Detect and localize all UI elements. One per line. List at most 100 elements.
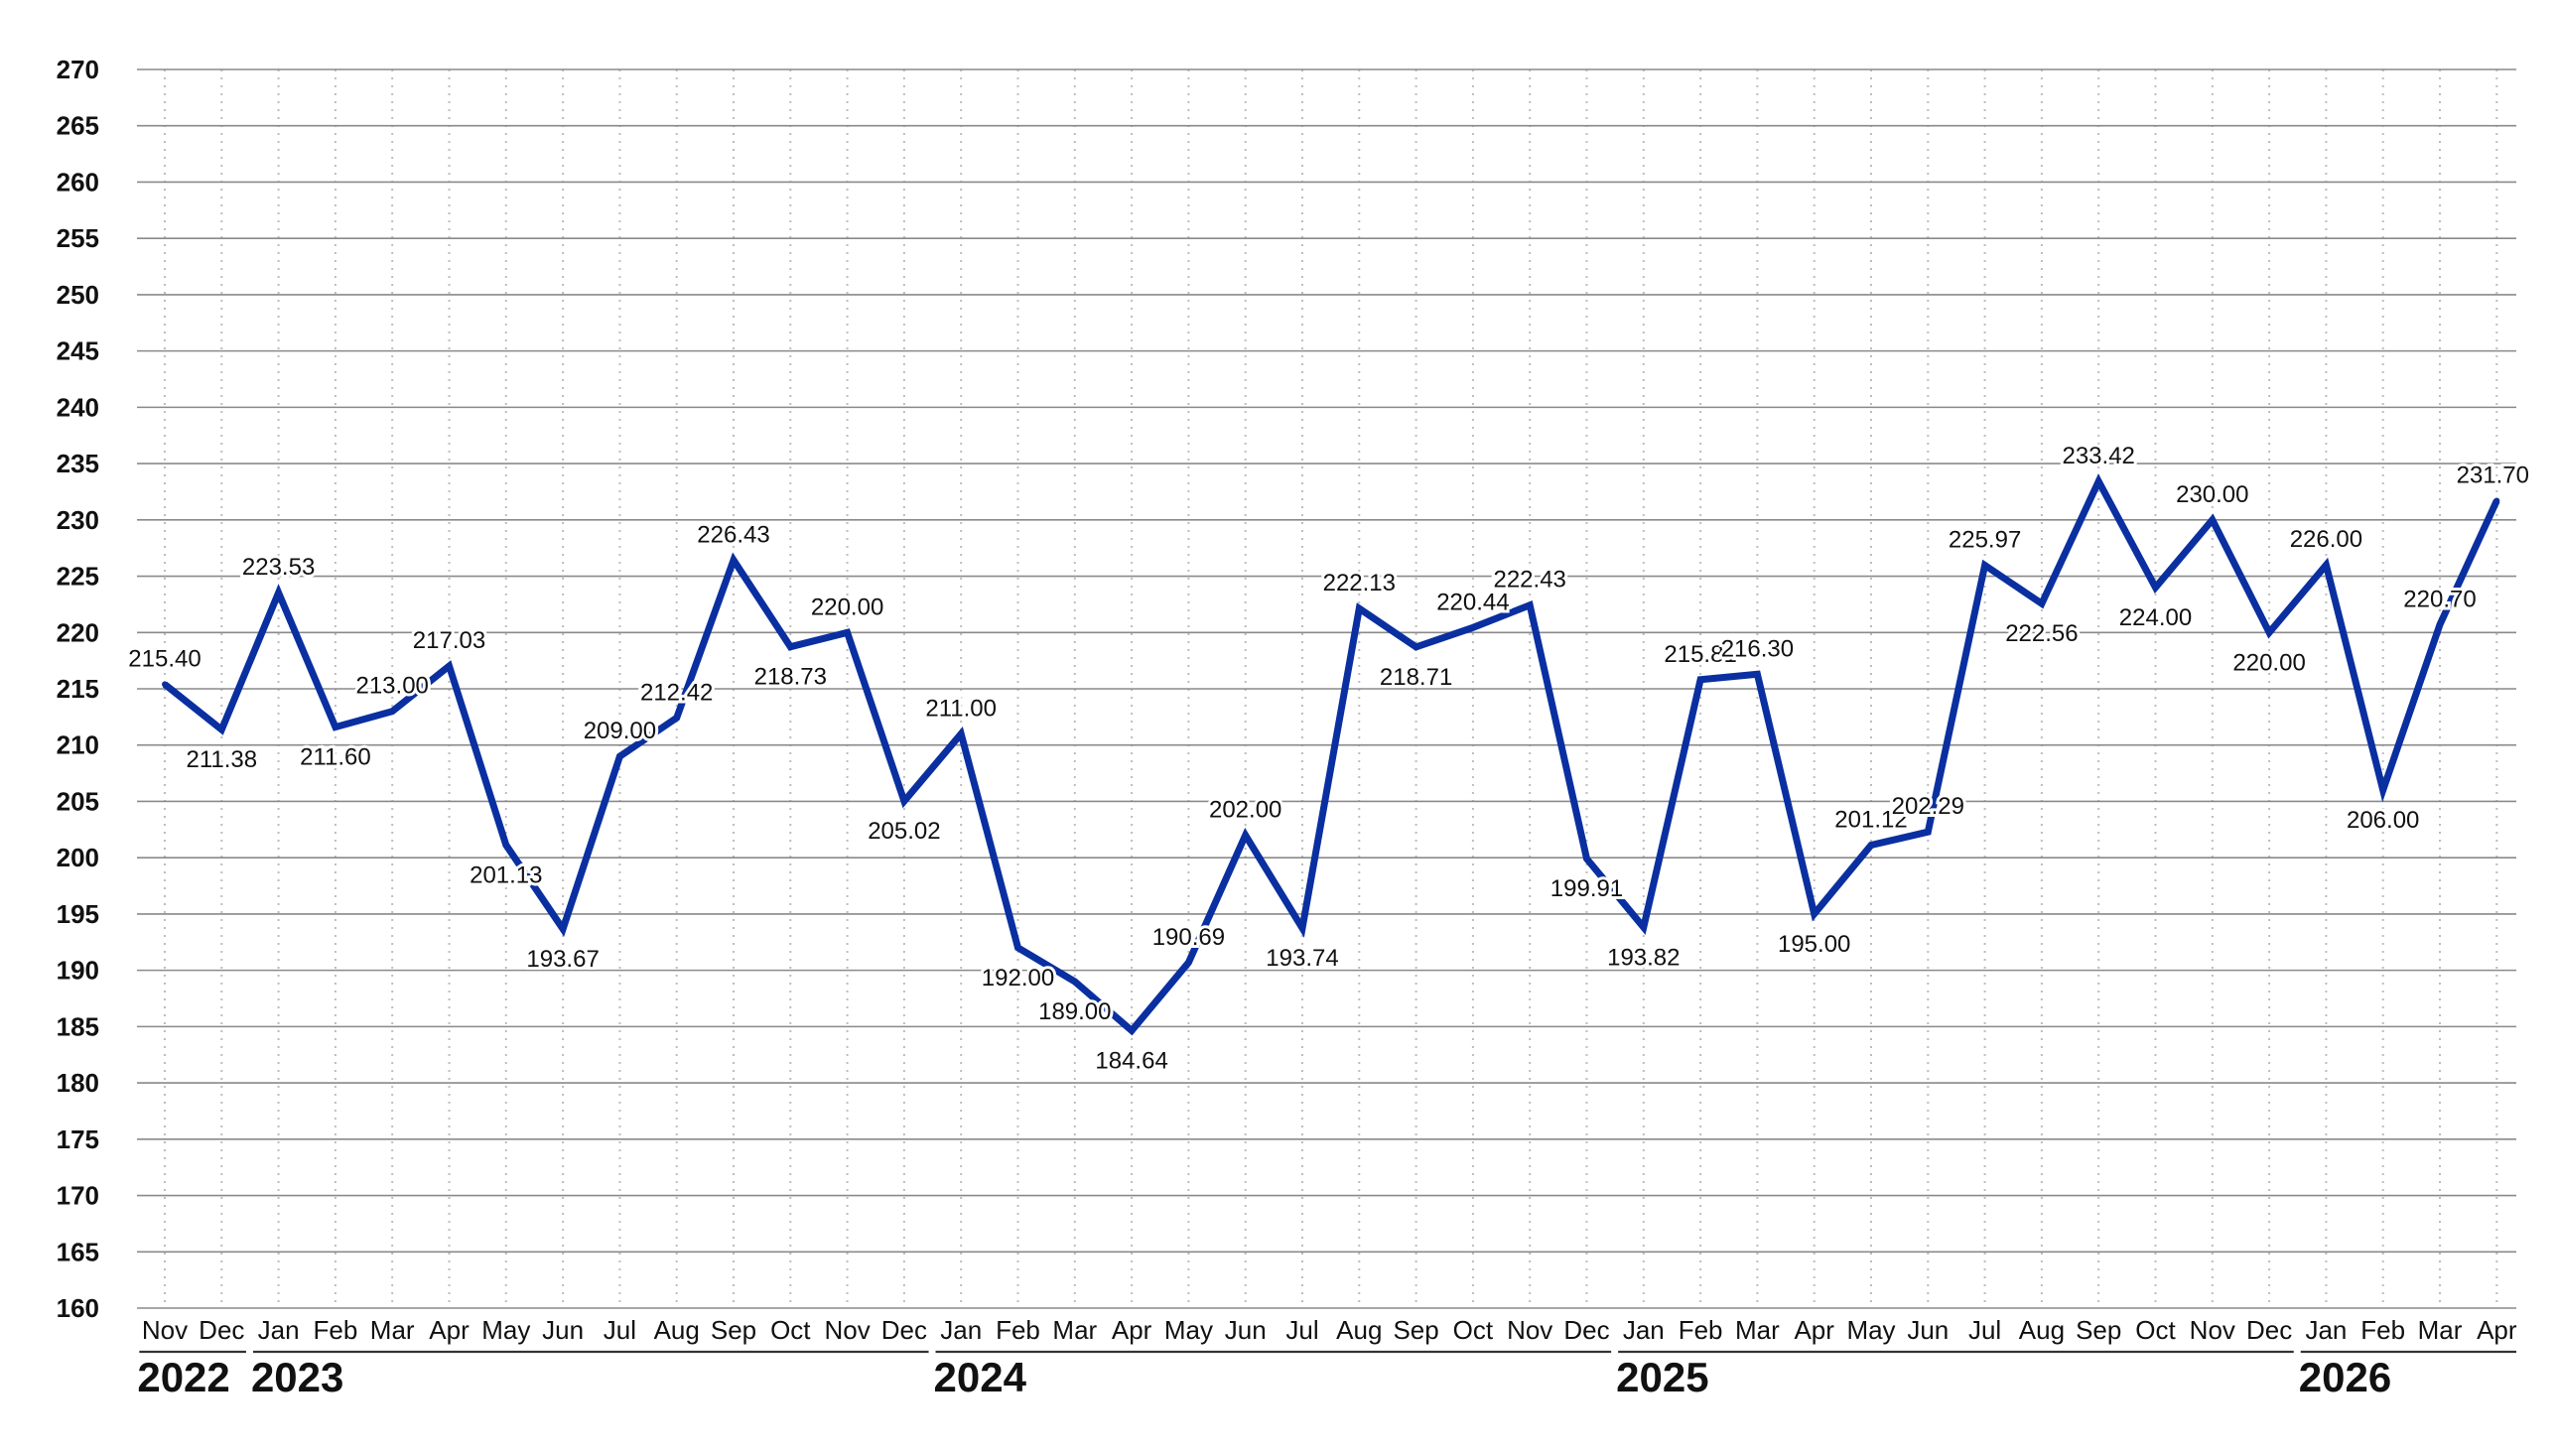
data-label: 230.00 (2176, 481, 2248, 508)
x-tick-label: Jun (1907, 1315, 1949, 1345)
x-tick-label: Sep (2076, 1315, 2121, 1345)
x-tick-label: Mar (1735, 1315, 1780, 1345)
data-point (1014, 944, 1021, 951)
grid-layer (137, 68, 2516, 1309)
data-point (275, 590, 282, 596)
data-point (2095, 478, 2102, 485)
data-point (1697, 676, 1704, 683)
year-label: 2024 (934, 1354, 1027, 1400)
y-tick-label: 255 (57, 223, 99, 253)
x-tick-label: Mar (2418, 1315, 2463, 1345)
data-point (1299, 925, 1305, 932)
data-point (218, 727, 225, 733)
y-tick-label: 210 (57, 730, 99, 760)
data-label: 201.12 (1834, 806, 1907, 833)
data-label: 224.00 (2119, 604, 2192, 631)
data-label: 222.56 (2005, 620, 2078, 647)
data-label: 193.74 (1266, 945, 1338, 972)
data-point (1242, 832, 1249, 839)
x-tick-label: Feb (996, 1315, 1040, 1345)
x-tick-label: Mar (370, 1315, 415, 1345)
data-point (560, 925, 567, 932)
data-label: 222.43 (1493, 567, 1565, 594)
data-point (446, 662, 453, 669)
x-tick-label: Feb (2360, 1315, 2405, 1345)
y-tick-label: 230 (57, 505, 99, 535)
year-label: 2025 (1616, 1354, 1708, 1400)
y-tick-label: 235 (57, 449, 99, 478)
x-tick-label: Jan (940, 1315, 982, 1345)
data-label: 220.00 (811, 594, 883, 620)
data-label: 213.00 (355, 673, 428, 700)
data-point (2152, 584, 2159, 591)
data-label: 202.29 (1892, 793, 1964, 820)
x-tick-label: Apr (429, 1315, 470, 1345)
series-line (162, 473, 2500, 1036)
x-tick-label: Dec (1563, 1315, 1609, 1345)
x-tick-label: Oct (770, 1315, 811, 1345)
x-tick-label: Jun (1225, 1315, 1267, 1345)
data-label: 233.42 (2062, 443, 2134, 469)
data-point (1981, 562, 1988, 569)
data-label: 205.02 (868, 818, 940, 845)
data-label: 218.73 (754, 664, 827, 691)
data-point (844, 629, 851, 636)
x-tick-label: Jan (2305, 1315, 2347, 1345)
x-tick-label: Dec (199, 1315, 244, 1345)
y-tick-label: 250 (57, 280, 99, 310)
data-point (1868, 842, 1874, 849)
data-label: 184.64 (1095, 1047, 1167, 1074)
data-label: 199.91 (1550, 875, 1623, 902)
data-label: 220.70 (2403, 586, 2476, 612)
y-tick-label: 240 (57, 392, 99, 422)
data-label: 201.13 (470, 861, 542, 888)
y-tick-label: 195 (57, 899, 99, 929)
axis-layer: 160 165 170 175 180 185 190 195 200 205 210 215 220 2… (57, 55, 2517, 1400)
x-tick-label: Oct (1453, 1315, 1494, 1345)
data-label: 225.97 (1949, 527, 2021, 554)
data-label: 226.43 (697, 521, 769, 548)
data-label: 223.53 (242, 554, 315, 581)
data-point (1754, 671, 1761, 678)
data-label: 218.71 (1380, 664, 1452, 691)
data-label: 215.81 (1664, 641, 1736, 668)
x-tick-label: Aug (1336, 1315, 1382, 1345)
x-tick-label: Jul (604, 1315, 636, 1345)
data-label: 211.38 (186, 746, 257, 773)
data-label: 189.00 (1038, 998, 1111, 1025)
y-tick-label: 180 (57, 1068, 99, 1098)
y-tick-label: 175 (57, 1125, 99, 1154)
year-label: 2022 (137, 1354, 229, 1400)
data-label: 226.00 (2290, 526, 2362, 553)
x-tick-label: Sep (1393, 1315, 1438, 1345)
x-tick-label: Feb (313, 1315, 357, 1345)
x-tick-label: Aug (654, 1315, 700, 1345)
y-tick-label: 225 (57, 562, 99, 592)
x-tick-label: May (1164, 1315, 1213, 1345)
data-point (1527, 601, 1534, 608)
data-label: 192.00 (982, 965, 1054, 992)
x-tick-label: Jul (1968, 1315, 2001, 1345)
data-label: 220.00 (2232, 649, 2305, 676)
y-tick-label: 245 (57, 336, 99, 366)
data-label: 206.00 (2347, 807, 2419, 834)
y-tick-label: 270 (57, 55, 99, 84)
x-tick-label: May (1846, 1315, 1895, 1345)
data-label: 220.44 (1436, 589, 1509, 615)
data-point (2323, 562, 2330, 569)
data-label: 216.30 (1721, 635, 1794, 662)
data-point (1811, 910, 1818, 917)
data-point (731, 557, 737, 564)
x-tick-label: Sep (711, 1315, 756, 1345)
data-label: 217.03 (413, 627, 485, 654)
y-tick-label: 220 (57, 617, 99, 647)
x-tick-label: Jul (1285, 1315, 1318, 1345)
year-label: 2023 (251, 1354, 343, 1400)
data-point (1129, 1027, 1136, 1034)
data-point (616, 753, 623, 760)
y-tick-label: 215 (57, 674, 99, 704)
data-point (332, 724, 338, 730)
y-tick-label: 165 (57, 1237, 99, 1266)
data-point (2437, 621, 2443, 628)
data-point (1185, 959, 1192, 966)
